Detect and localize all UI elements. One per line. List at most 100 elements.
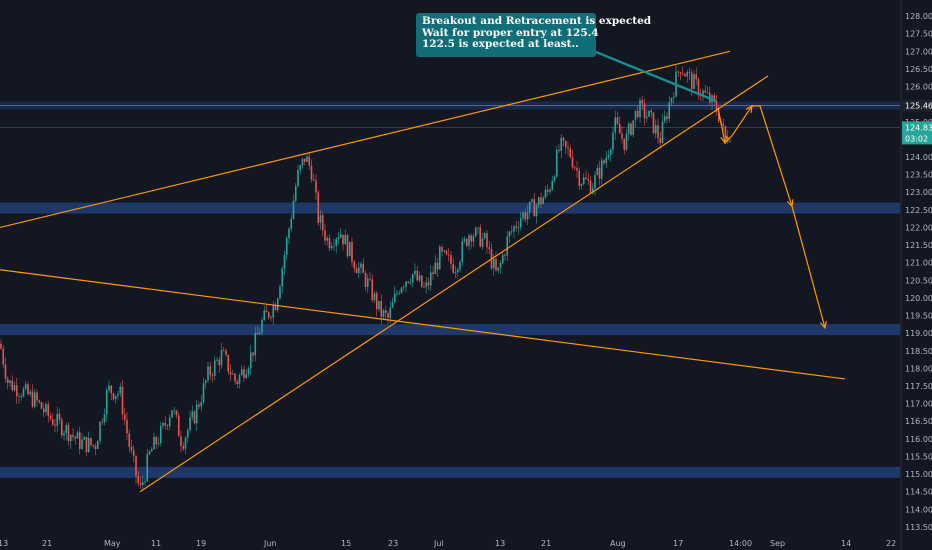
candle-body xyxy=(204,380,207,384)
candle-body xyxy=(553,176,556,181)
candle-body xyxy=(594,174,596,189)
target-1-arrowhead xyxy=(786,199,794,208)
candle-body xyxy=(150,449,153,452)
target-2-arrowhead xyxy=(819,320,827,330)
candle-body xyxy=(146,454,149,482)
candle-body xyxy=(582,177,585,184)
candle-body xyxy=(452,263,455,273)
candle-body xyxy=(317,192,320,223)
candle-body xyxy=(672,96,675,98)
candle-body xyxy=(222,350,225,351)
candle-body xyxy=(326,237,329,241)
candle-body xyxy=(477,227,479,229)
candle-body xyxy=(654,125,657,134)
candle-body xyxy=(625,133,628,150)
candle-body xyxy=(261,320,263,333)
candle-body xyxy=(2,348,5,365)
x-tick-label: 14:00 xyxy=(729,539,752,548)
time-axis[interactable]: 13 21 May 11 19 Jun 15 23 Jul 13 21 Aug 17 14:00 Sep 14… xyxy=(0,539,896,548)
y-tick-label: 124.000 xyxy=(905,153,932,162)
candle-body xyxy=(132,450,135,456)
y-tick-label: 115.500 xyxy=(905,452,932,461)
annotation-line: Breakout and Retracement is expected xyxy=(422,15,652,27)
y-tick-label: 123.500 xyxy=(905,171,932,180)
candle-body xyxy=(418,275,421,281)
candle-body xyxy=(432,272,434,275)
candle-body xyxy=(686,72,689,77)
candle-body xyxy=(321,215,324,231)
candle-body xyxy=(636,110,639,118)
candle-body xyxy=(209,366,212,376)
trendline-upper-channel xyxy=(0,50,731,229)
candle-body xyxy=(704,90,707,93)
candle-body xyxy=(54,424,56,426)
candle-body xyxy=(576,168,578,171)
support-zone xyxy=(0,202,900,214)
candle-body xyxy=(396,293,398,295)
candle-body xyxy=(159,426,162,444)
candle-body xyxy=(663,116,666,122)
candle-body xyxy=(153,437,155,450)
candle-body xyxy=(312,179,315,181)
candle-body xyxy=(274,304,277,311)
candle-body xyxy=(470,235,473,242)
candle-body xyxy=(301,158,304,166)
candle-body xyxy=(407,281,410,283)
candle-body xyxy=(99,421,101,442)
candle-body xyxy=(245,374,248,379)
candle-body xyxy=(612,132,614,150)
candle-body xyxy=(414,270,416,275)
candle-body xyxy=(29,391,32,395)
candle-body xyxy=(177,415,180,437)
x-tick-label: Jun xyxy=(263,539,277,548)
price-badge-label: 03:02 xyxy=(905,134,928,143)
candle-body xyxy=(522,212,524,219)
candle-body xyxy=(135,455,137,476)
candle-body xyxy=(33,392,36,407)
candle-body xyxy=(713,95,716,102)
candle-body xyxy=(405,281,407,287)
candle-body xyxy=(351,241,353,262)
candle-body xyxy=(157,443,160,445)
candle-body xyxy=(126,419,128,434)
candle-body xyxy=(549,189,551,192)
candle-body xyxy=(607,155,610,158)
candle-body xyxy=(679,72,682,74)
candle-body xyxy=(69,434,72,442)
candle-body xyxy=(4,364,7,379)
retest-arrowhead xyxy=(745,104,753,113)
candle-body xyxy=(504,255,506,256)
candle-body xyxy=(456,269,459,273)
candle-body xyxy=(486,233,488,248)
candle-body xyxy=(225,350,227,355)
annotation-line: 122.5 is expected at least.. xyxy=(422,38,579,50)
candle-body xyxy=(9,380,11,384)
candle-body xyxy=(240,369,243,375)
candle-body xyxy=(384,310,387,314)
candle-body xyxy=(173,410,176,412)
candle-body xyxy=(96,441,99,449)
candle-body xyxy=(200,402,203,407)
candlestick-series xyxy=(0,65,731,491)
candle-body xyxy=(427,282,430,286)
candle-body xyxy=(706,92,709,94)
candle-body xyxy=(182,446,185,449)
candle-body xyxy=(112,393,115,400)
candle-body xyxy=(101,421,104,423)
y-tick-label: 119.000 xyxy=(905,329,932,338)
candle-body xyxy=(137,475,140,484)
candle-body xyxy=(238,374,241,384)
candle-body xyxy=(535,205,538,217)
candle-body xyxy=(45,404,47,413)
y-tick-label: 116.500 xyxy=(905,417,932,426)
annotation-callout[interactable]: Breakout and Retracement is expected Wai… xyxy=(416,13,652,57)
candle-body xyxy=(371,279,374,301)
x-tick-label: 15 xyxy=(341,539,351,548)
candle-body xyxy=(540,197,542,204)
candle-body xyxy=(657,125,659,139)
candle-body xyxy=(299,165,302,171)
candle-body xyxy=(429,272,432,286)
candle-body xyxy=(684,74,686,77)
candle-body xyxy=(353,261,356,269)
